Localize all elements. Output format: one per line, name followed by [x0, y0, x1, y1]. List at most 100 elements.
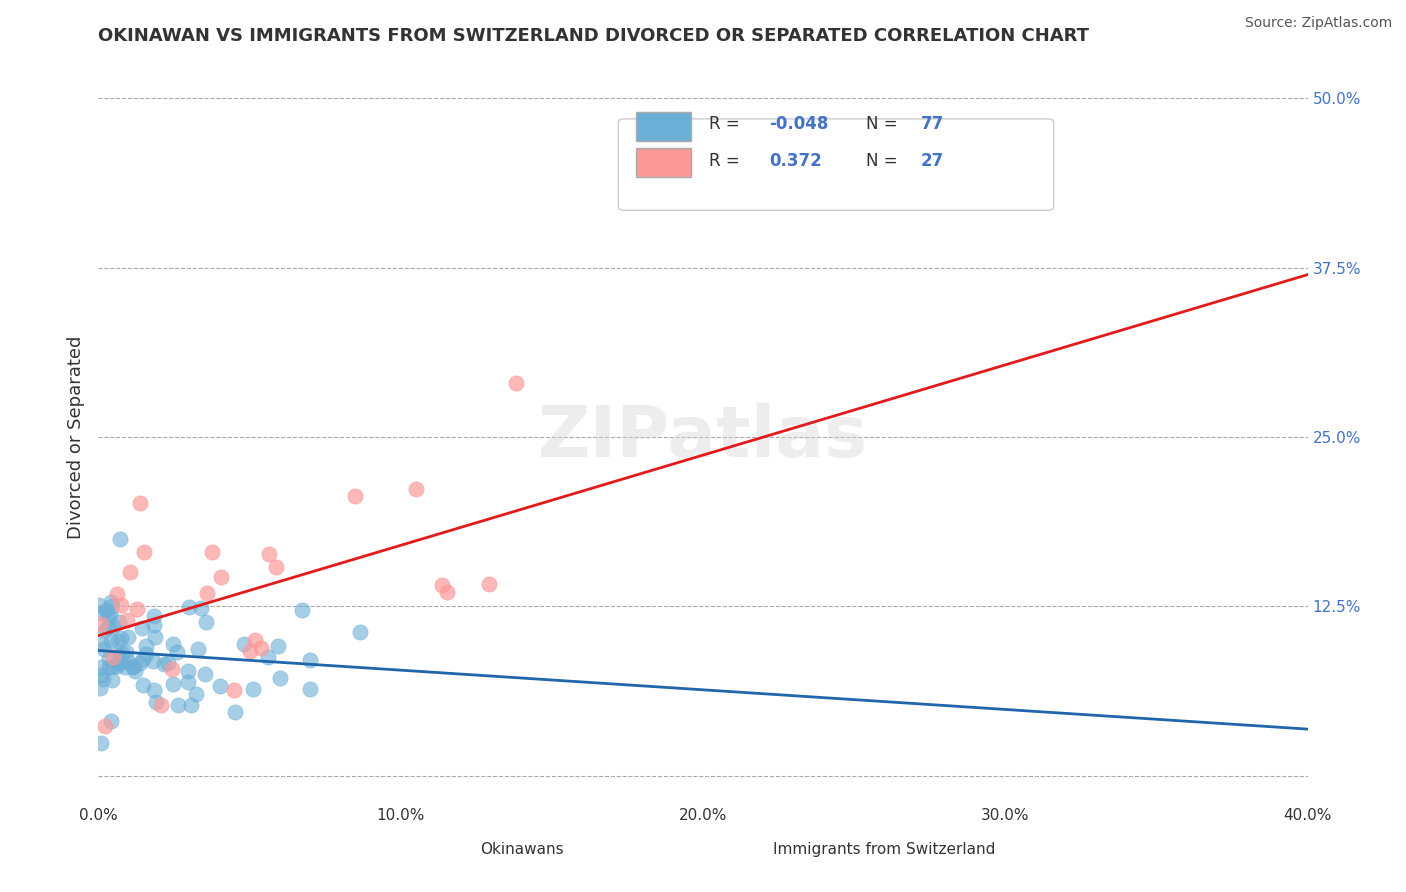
- Point: [110, 657, 132, 671]
- Text: Immigrants from Switzerland: Immigrants from Switzerland: [773, 842, 995, 857]
- Point: [97, 659, 120, 673]
- Point: [110, 532, 132, 546]
- Point: [232, 637, 254, 651]
- Point: [177, 599, 200, 614]
- Text: -0.048: -0.048: [769, 115, 830, 133]
- Point: [242, 682, 264, 697]
- Text: 0.372: 0.372: [769, 152, 823, 169]
- Point: [101, 673, 124, 687]
- Point: [243, 633, 266, 648]
- Point: [436, 585, 458, 599]
- Point: [128, 657, 150, 671]
- Point: [142, 654, 165, 668]
- Text: Okinawans: Okinawans: [479, 842, 564, 857]
- Point: [96, 602, 118, 616]
- Point: [298, 681, 321, 696]
- Bar: [637, 148, 690, 178]
- Point: [224, 705, 246, 719]
- Point: [478, 577, 501, 591]
- Point: [180, 698, 202, 713]
- Point: [201, 545, 224, 559]
- Point: [100, 714, 122, 729]
- Point: [162, 677, 184, 691]
- Point: [405, 482, 427, 496]
- Point: [93, 642, 115, 657]
- Point: [108, 648, 131, 662]
- Point: [108, 615, 131, 630]
- Point: [107, 634, 129, 648]
- Point: [209, 570, 232, 584]
- Point: [190, 600, 212, 615]
- Point: [135, 647, 157, 661]
- Point: [90, 668, 112, 682]
- Point: [121, 660, 143, 674]
- Point: [177, 674, 200, 689]
- Point: [124, 665, 146, 679]
- Point: [117, 630, 139, 644]
- Point: [98, 607, 121, 621]
- Text: N =: N =: [866, 152, 903, 169]
- Point: [100, 595, 122, 609]
- Point: [91, 606, 114, 620]
- Point: [162, 662, 184, 676]
- Point: [100, 660, 122, 674]
- Point: [91, 672, 114, 686]
- Point: [132, 652, 155, 666]
- Point: [93, 719, 115, 733]
- Point: [91, 637, 114, 651]
- Text: N =: N =: [866, 115, 903, 133]
- Y-axis label: Divorced or Separated: Divorced or Separated: [66, 335, 84, 539]
- Point: [208, 679, 231, 693]
- Point: [432, 577, 454, 591]
- Point: [117, 613, 139, 627]
- Text: ZIPatlas: ZIPatlas: [538, 402, 868, 472]
- Point: [222, 683, 245, 698]
- Point: [105, 659, 128, 673]
- Point: [505, 376, 527, 391]
- Point: [115, 653, 138, 667]
- Point: [127, 601, 149, 615]
- Point: [239, 644, 262, 658]
- Point: [145, 695, 167, 709]
- Point: [195, 615, 218, 629]
- Text: Source: ZipAtlas.com: Source: ZipAtlas.com: [1244, 16, 1392, 29]
- Bar: [637, 112, 690, 141]
- Point: [269, 671, 291, 685]
- Point: [90, 616, 112, 631]
- Point: [110, 631, 132, 645]
- Point: [186, 687, 208, 701]
- Point: [101, 599, 124, 613]
- Point: [100, 634, 122, 648]
- Point: [122, 658, 145, 673]
- Point: [257, 649, 280, 664]
- Point: [299, 653, 322, 667]
- Point: [111, 646, 134, 660]
- Point: [153, 657, 176, 671]
- Point: [143, 630, 166, 644]
- Point: [129, 496, 152, 510]
- Point: [132, 544, 155, 558]
- Point: [349, 625, 371, 640]
- Point: [107, 655, 129, 669]
- Point: [264, 560, 287, 574]
- Point: [142, 609, 165, 624]
- Point: [187, 641, 209, 656]
- Point: [90, 735, 112, 749]
- Point: [93, 623, 115, 637]
- Point: [105, 587, 128, 601]
- Point: [291, 603, 314, 617]
- Point: [344, 489, 367, 503]
- Point: [131, 621, 153, 635]
- Point: [110, 599, 132, 613]
- Point: [89, 681, 111, 695]
- Point: [195, 585, 218, 599]
- Point: [167, 698, 190, 713]
- Point: [150, 698, 173, 712]
- Point: [143, 618, 166, 632]
- Point: [114, 660, 136, 674]
- Point: [103, 649, 125, 664]
- Point: [194, 667, 217, 681]
- Bar: [751, 843, 794, 865]
- Text: OKINAWAN VS IMMIGRANTS FROM SWITZERLAND DIVORCED OR SEPARATED CORRELATION CHART: OKINAWAN VS IMMIGRANTS FROM SWITZERLAND …: [98, 27, 1090, 45]
- Point: [97, 652, 120, 666]
